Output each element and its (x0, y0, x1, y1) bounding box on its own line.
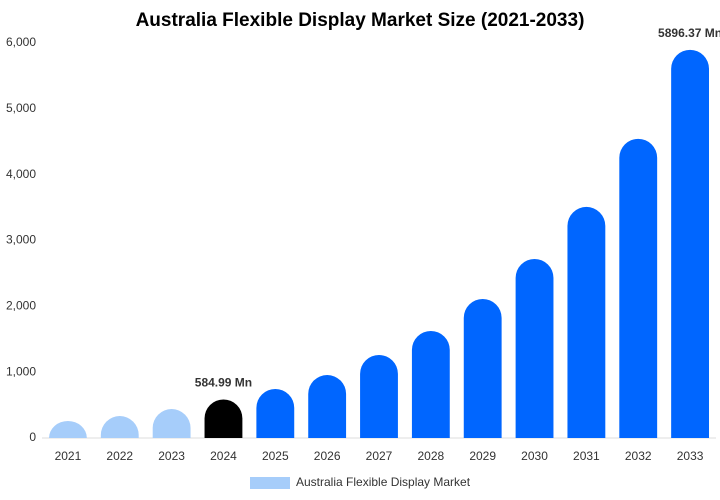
bar (671, 49, 710, 439)
x-tick-label: 2021 (55, 449, 82, 463)
bar (152, 409, 191, 438)
bar (100, 416, 139, 438)
legend-label: Australia Flexible Display Market (296, 475, 471, 489)
x-tick-label: 2026 (314, 449, 341, 463)
x-tick-label: 2032 (625, 449, 652, 463)
x-tick-label: 2025 (262, 449, 289, 463)
bar (204, 399, 243, 438)
bar (48, 421, 87, 438)
x-tick-label: 2029 (469, 449, 496, 463)
x-tick-label: 2023 (158, 449, 185, 463)
bar (515, 258, 554, 438)
y-tick-label: 2,000 (6, 299, 36, 313)
y-tick-label: 0 (29, 430, 36, 444)
x-tick-label: 2030 (521, 449, 548, 463)
bar (256, 388, 295, 438)
y-tick-label: 6,000 (6, 35, 36, 49)
bar (308, 374, 347, 438)
data-label: 5896.37 Mn (658, 26, 720, 40)
x-tick-label: 2028 (417, 449, 444, 463)
x-tick-label: 2031 (573, 449, 600, 463)
bar (411, 330, 450, 438)
x-tick-label: 2024 (210, 449, 237, 463)
chart-title: Australia Flexible Display Market Size (… (136, 10, 585, 31)
data-label: 584.99 Mn (195, 376, 252, 390)
y-tick-label: 5,000 (6, 101, 36, 115)
bar (619, 138, 658, 438)
legend-swatch (250, 477, 290, 489)
x-tick-label: 2022 (106, 449, 133, 463)
x-tick-label: 2033 (677, 449, 704, 463)
bar (360, 354, 398, 438)
x-tick-label: 2027 (366, 449, 393, 463)
y-tick-label: 4,000 (6, 167, 36, 181)
y-tick-label: 1,000 (6, 364, 36, 378)
bar (463, 298, 502, 438)
y-tick-label: 3,000 (6, 233, 36, 247)
bar (567, 206, 606, 438)
